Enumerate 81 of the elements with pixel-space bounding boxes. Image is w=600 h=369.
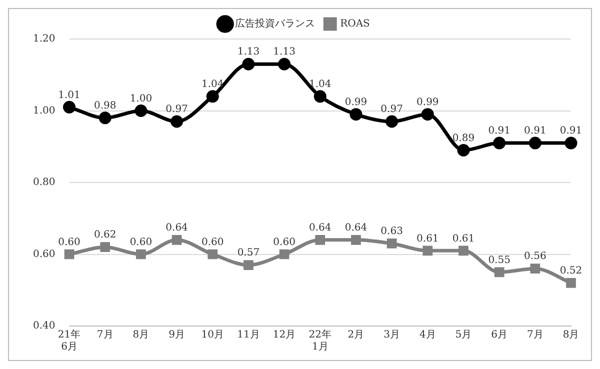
point: [314, 90, 326, 103]
data-label: 0.52: [560, 266, 582, 277]
point: [63, 100, 76, 114]
data-label: 0.57: [237, 248, 260, 259]
data-label: 0.99: [416, 96, 439, 108]
x-tick-label: 8月: [132, 330, 150, 341]
point: [208, 249, 218, 260]
x-tick-label: 9月: [168, 330, 185, 341]
data-label: 0.89: [452, 132, 475, 144]
point: [315, 234, 326, 245]
data-label: 0.60: [201, 236, 224, 248]
y-tick-label: 0.40: [33, 320, 56, 332]
data-label: 1.13: [237, 46, 260, 58]
point: [564, 136, 578, 150]
point: [530, 264, 540, 274]
point: [421, 108, 434, 121]
data-label: 0.64: [166, 222, 188, 234]
x-tick-label: 12月: [272, 330, 296, 341]
point: [494, 267, 504, 278]
point: [136, 249, 146, 260]
point: [457, 144, 470, 156]
x-tick-label: 6月: [491, 330, 508, 341]
x-tick-label: 8月: [562, 330, 580, 341]
data-label: 0.61: [452, 233, 475, 244]
point: [350, 108, 362, 121]
data-label: 0.98: [94, 100, 116, 112]
point: [386, 115, 398, 128]
data-label: 0.91: [524, 126, 546, 137]
data-label: 0.91: [560, 126, 582, 137]
data-label: 0.91: [488, 126, 510, 137]
data-label: 0.97: [380, 104, 403, 116]
point: [386, 238, 397, 248]
data-label: 0.63: [380, 226, 403, 238]
data-label: 0.60: [58, 236, 80, 248]
point: [134, 104, 148, 117]
point: [172, 234, 182, 245]
x-tick-label: 11月: [237, 330, 260, 341]
point: [493, 136, 506, 150]
data-label: 0.64: [344, 222, 368, 234]
point: [458, 246, 468, 256]
point: [351, 234, 361, 245]
data-label: 1.01: [58, 90, 80, 101]
point: [566, 278, 576, 288]
data-label: 0.61: [416, 233, 439, 244]
y-tick-label: 1.20: [33, 34, 56, 45]
x-tick-label: 4月: [419, 330, 436, 341]
x-tick-label: 2月: [348, 330, 364, 341]
point: [242, 58, 255, 70]
data-label: 0.55: [488, 254, 510, 266]
y-tick-label: 0.80: [33, 177, 56, 188]
y-tick-label: 1.00: [33, 105, 56, 116]
data-label: 1.04: [309, 78, 332, 90]
data-label: 0.62: [94, 230, 116, 241]
point: [64, 249, 74, 260]
legend-label: 広告投資バランス: [235, 18, 316, 30]
y-tick-label: 0.60: [33, 248, 56, 260]
legend-label: ROAS: [340, 18, 370, 30]
data-label: 0.60: [130, 236, 152, 248]
x-tick-label: 10月: [201, 330, 224, 341]
data-label: 0.56: [524, 251, 546, 262]
point: [244, 260, 254, 270]
data-label: 1.13: [273, 46, 296, 58]
point: [279, 249, 290, 260]
x-tick-label: 7月: [526, 330, 544, 341]
data-label: 0.99: [344, 96, 368, 108]
point: [422, 246, 433, 256]
x-tick-label: 3月: [384, 330, 400, 341]
point: [278, 58, 291, 70]
data-label: 0.60: [273, 236, 296, 248]
point: [206, 90, 219, 103]
x-tick-label: 5月: [455, 330, 472, 341]
point: [528, 136, 542, 150]
x-tick-label: 7月: [96, 330, 114, 341]
x-tick-label: 21年 6月: [58, 328, 81, 353]
data-label: 1.00: [130, 93, 152, 104]
point: [98, 112, 112, 124]
data-label: 0.64: [309, 222, 332, 234]
point: [170, 115, 184, 128]
x-tick-label: 22年 1月: [308, 328, 332, 353]
point: [100, 242, 110, 252]
data-label: 0.97: [166, 104, 188, 116]
